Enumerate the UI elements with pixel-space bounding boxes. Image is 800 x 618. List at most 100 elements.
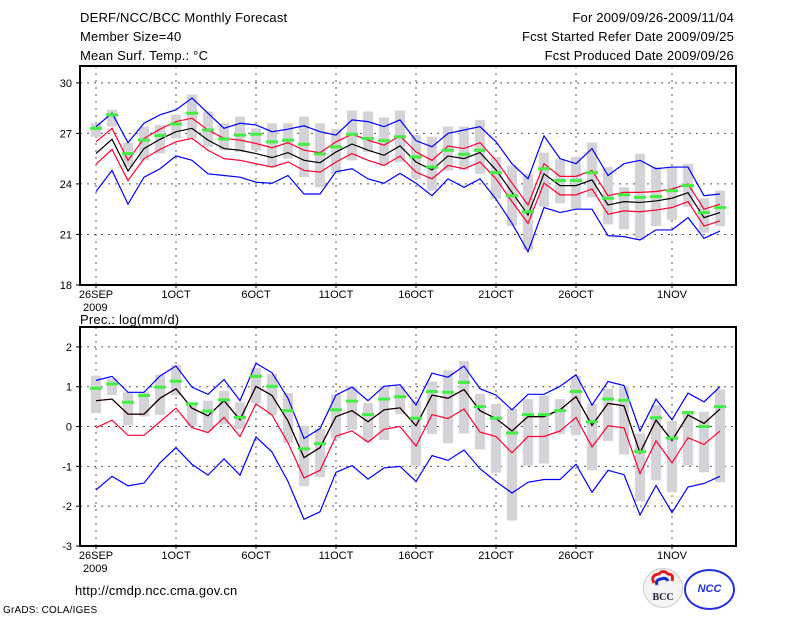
green-marker xyxy=(266,384,278,388)
green-marker xyxy=(282,138,294,142)
range-bar xyxy=(123,392,133,426)
green-marker xyxy=(522,413,534,417)
green-marker xyxy=(522,210,534,214)
green-marker xyxy=(90,386,102,390)
green-marker xyxy=(138,393,150,397)
ensemble-mean-line xyxy=(95,127,721,219)
variable-label: Mean Surf. Temp.: °C xyxy=(80,48,209,63)
range-bar xyxy=(107,378,117,396)
range-bar xyxy=(667,167,677,220)
range-bar xyxy=(347,386,357,430)
started-date: Fcst Started Refer Date 2009/09/25 xyxy=(521,29,734,44)
range-bar xyxy=(651,405,661,481)
green-marker xyxy=(570,179,582,183)
green-marker xyxy=(90,126,102,130)
green-marker xyxy=(314,152,326,156)
blue-lower-line xyxy=(95,435,721,521)
blue-upper-line xyxy=(95,362,721,440)
y-tick-label: 0 xyxy=(66,422,72,434)
x-tick-label: 1NOV xyxy=(657,289,688,301)
range-bar xyxy=(491,403,501,473)
x-tick-label: 6OCT xyxy=(241,289,271,301)
y-tick-label: -2 xyxy=(62,501,72,513)
green-marker xyxy=(506,194,518,198)
green-marker xyxy=(602,397,614,401)
green-marker xyxy=(426,165,438,169)
range-bar xyxy=(267,373,277,415)
green-marker xyxy=(266,140,278,144)
range-bar xyxy=(251,368,261,404)
green-marker xyxy=(650,195,662,199)
green-marker xyxy=(538,167,550,171)
green-marker xyxy=(282,409,294,413)
red-lower-line xyxy=(95,402,721,479)
range-bar xyxy=(523,399,533,466)
green-marker xyxy=(458,152,470,156)
x-tick-label: 26OCT xyxy=(558,289,594,301)
x-tick-label: 6OCT xyxy=(241,550,271,562)
green-marker xyxy=(170,379,182,383)
red-lower-line xyxy=(95,137,721,227)
x-tick-label: 26SEP xyxy=(79,550,113,562)
range-bar xyxy=(427,136,437,191)
x-tick-year: 2009 xyxy=(83,302,107,314)
source-url[interactable]: http://cmdp.ncc.cma.gov.cn xyxy=(75,583,238,598)
range-bar xyxy=(251,128,261,151)
green-marker xyxy=(634,195,646,199)
range-bar xyxy=(299,116,309,178)
ncc-logo-text: NCC xyxy=(697,583,722,595)
green-marker xyxy=(362,413,374,417)
x-tick-label: 1OCT xyxy=(161,550,191,562)
range-bar xyxy=(587,403,597,471)
green-marker xyxy=(234,133,246,137)
green-marker xyxy=(602,196,614,200)
y-tick-label: 1 xyxy=(66,382,72,394)
green-marker xyxy=(682,411,694,415)
y-tick-label: 21 xyxy=(60,229,72,241)
green-marker xyxy=(410,416,422,420)
y-tick-label: 24 xyxy=(60,179,72,191)
green-marker xyxy=(394,395,406,399)
range-bar xyxy=(475,393,485,450)
range-bar xyxy=(91,123,101,137)
range-bar xyxy=(219,123,229,151)
range-bar xyxy=(459,361,469,434)
green-marker xyxy=(506,431,518,435)
y-tick-label: -1 xyxy=(62,461,72,473)
green-marker xyxy=(554,179,566,183)
range-bar xyxy=(139,392,149,417)
grads-credit: GrADS: COLA/IGES xyxy=(3,605,98,616)
range-bar xyxy=(667,420,677,493)
range-bar xyxy=(603,388,613,441)
range-bar xyxy=(443,370,453,444)
green-marker xyxy=(410,155,422,159)
range-bar xyxy=(555,399,565,435)
panel-frame xyxy=(79,326,737,547)
green-marker xyxy=(490,416,502,420)
green-marker xyxy=(666,436,678,440)
green-marker xyxy=(330,145,342,149)
green-marker xyxy=(154,385,166,389)
range-bar xyxy=(171,114,181,139)
range-bar xyxy=(155,374,165,415)
range-bar xyxy=(475,119,485,174)
green-marker xyxy=(250,374,262,378)
green-marker xyxy=(138,138,150,142)
x-tick-label: 11OCT xyxy=(319,289,354,301)
range-bar xyxy=(379,386,389,441)
panel-frame xyxy=(79,65,737,286)
ncc-logo: NCC xyxy=(684,569,735,610)
range-bar xyxy=(267,123,277,168)
range-bar xyxy=(507,409,517,521)
green-marker xyxy=(490,171,502,175)
bcc-logo-text: BCC xyxy=(652,592,674,603)
blue-lower-line xyxy=(95,155,721,254)
green-marker xyxy=(154,134,166,138)
range-bar xyxy=(539,152,549,207)
range-bar xyxy=(619,187,629,230)
green-marker xyxy=(122,152,134,156)
range-bar xyxy=(299,425,309,487)
green-marker xyxy=(698,425,710,429)
green-marker xyxy=(474,405,486,409)
range-bar xyxy=(395,386,405,415)
